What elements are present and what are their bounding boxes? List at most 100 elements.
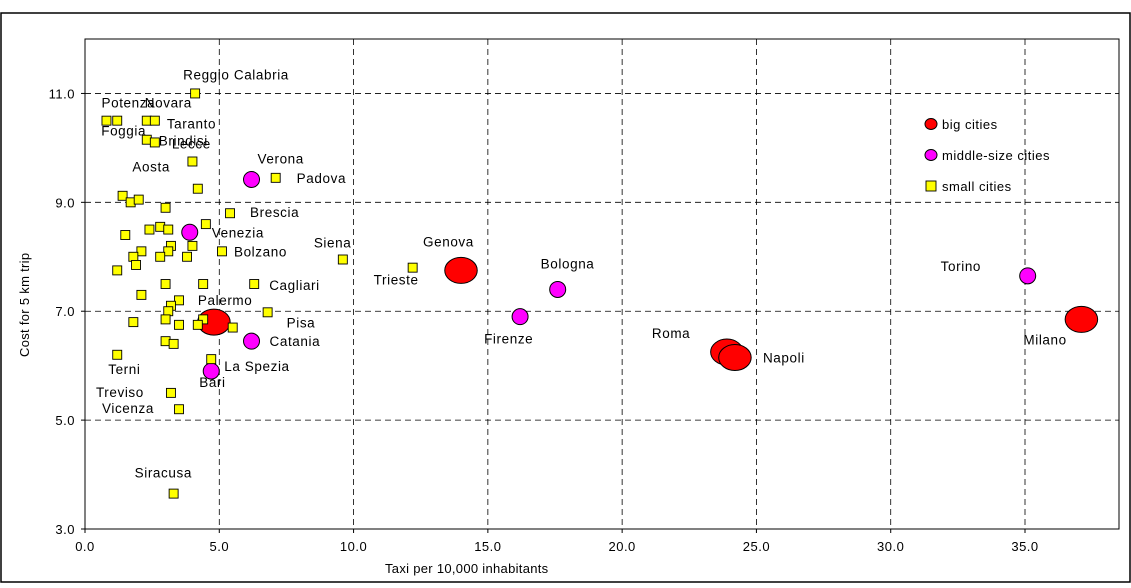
point-reggio-calabria [190,88,201,99]
label-cagliari: Cagliari [269,278,320,293]
point-unlabeled [128,317,139,328]
point-milano [1064,305,1099,333]
y-tick-label: 5.0 [55,413,75,428]
point-unlabeled [128,251,139,262]
point-la-spezia [206,354,217,365]
label-trieste: Trieste [374,273,419,288]
point-siena [337,254,348,265]
label-treviso: Treviso [96,385,144,400]
label-taranto: Taranto [167,117,216,132]
label-terni: Terni [108,362,140,377]
x-tick-label: 20.0 [608,539,635,554]
point-lecce [149,137,160,148]
grid-lines [85,39,1119,529]
point-potenza [101,115,112,126]
label-lecce: Lecce [172,136,211,151]
point-unlabeled [227,322,238,333]
point-siracusa [168,488,179,499]
point-padova [270,172,281,183]
label-bologna: Bologna [541,256,595,271]
point-catania [243,332,261,350]
point-unlabeled [174,295,184,306]
x-axis-label: Taxi per 10,000 inhabitants [385,561,549,576]
point-torino [1019,267,1037,285]
label-palermo: Palermo [198,293,252,308]
label-brescia: Brescia [250,205,299,220]
label-potenza: Potenza [101,96,155,111]
label-genova: Genova [423,234,474,249]
point-unlabeled [198,279,209,289]
point-trieste [407,262,418,273]
label-catania: Catania [270,334,321,349]
label-la-spezia: La Spezia [224,359,289,374]
point-unlabeled [144,224,155,235]
point-unlabeled [120,230,131,240]
point-unlabeled [174,319,184,330]
legend-marker-small [925,180,937,192]
point-unlabeled [192,319,203,330]
point-napoli [718,344,752,371]
point-unlabeled [163,246,174,257]
label-padova: Padova [297,171,346,186]
point-unlabeled [136,246,147,257]
point-unlabeled [200,219,211,230]
label-bari: Bari [199,375,225,390]
label-reggio-calabria: Reggio Calabria [183,67,289,82]
plot-area [84,38,1120,530]
point-genova [444,256,478,284]
axis-ticks: 0.0 5.0 10.0 15.0 20.0 25.0 30.0 35.0 3.0 5.0 7.0 9… [49,86,1039,554]
x-tick-label: 5.0 [209,539,229,554]
x-tick-label: 35.0 [1011,539,1038,554]
point-unlabeled [160,314,171,325]
label-venezia: Venezia [212,225,264,240]
point-treviso [165,387,176,398]
y-tick-label: 9.0 [55,195,75,210]
legend: big cities middle-size cities small cities [924,117,1050,194]
point-unlabeled [155,251,166,262]
point-brescia [225,208,235,219]
point-taranto [149,115,160,126]
point-unlabeled [168,338,179,349]
label-bolzano: Bolzano [234,244,287,259]
x-tick-label: 0.0 [75,539,95,554]
legend-label: small cities [942,179,1012,194]
point-unlabeled [192,183,203,194]
legend-marker-middle [924,149,938,161]
label-napoli: Napoli [763,351,805,366]
y-tick-label: 7.0 [55,304,75,319]
legend-label: big cities [942,117,998,132]
point-unlabeled [187,240,198,251]
point-unlabeled [198,314,209,325]
point-aosta [187,156,198,167]
point-unlabeled [182,251,193,262]
label-roma: Roma [652,326,690,341]
label-milano: Milano [1023,332,1066,347]
x-tick-label: 30.0 [877,539,904,554]
point-foggia [112,115,123,126]
point-labels: Genova Roma Napoli Milano Palermo Verona Venez… [96,67,1066,481]
x-tick-label: 15.0 [474,539,501,554]
legend-marker-big [924,118,938,130]
point-unlabeled [163,224,174,235]
label-vicenza: Vicenza [102,401,154,416]
label-siena: Siena [314,236,352,251]
data-points [101,88,1099,499]
label-novara: Novara [145,96,192,111]
point-cagliari [249,279,260,289]
point-unlabeled [117,190,128,201]
chart-border [0,12,1131,583]
legend-label: middle-size cities [942,148,1050,163]
point-unlabeled [112,265,123,276]
label-pisa: Pisa [287,315,316,330]
point-unlabeled [160,202,171,213]
point-venezia [181,223,199,241]
label-firenze: Firenze [484,332,533,347]
y-axis-label: Cost for 5 km trip [17,253,32,357]
point-unlabeled [160,279,171,289]
point-firenze [511,308,529,326]
label-siracusa: Siracusa [135,466,192,481]
point-vicenza [174,404,184,415]
point-terni [112,349,123,360]
point-unlabeled [136,289,147,300]
label-aosta: Aosta [132,160,170,175]
